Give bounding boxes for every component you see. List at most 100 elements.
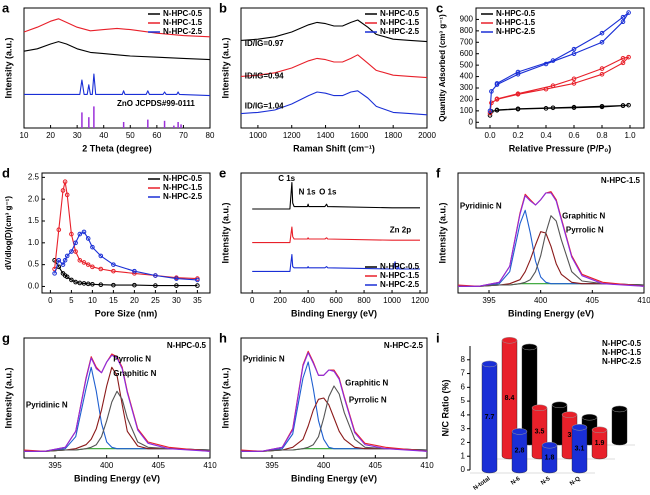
- bar: [611, 408, 628, 446]
- x-tick-label: 30: [172, 296, 181, 305]
- y-tick-label: 900: [460, 15, 474, 24]
- point: [494, 81, 500, 86]
- series-line: [240, 350, 428, 452]
- y-tick-label: 1.5: [28, 216, 40, 225]
- x-tick-label: 50: [126, 131, 135, 140]
- value-label: 3.5: [535, 429, 545, 436]
- point: [487, 110, 493, 116]
- panel-letter: g: [2, 330, 10, 345]
- legend-label: N-HPC-1.5: [496, 18, 536, 27]
- x-tick-label: N-5: [540, 476, 552, 487]
- x-tick-label: 400: [100, 461, 114, 470]
- point: [174, 276, 179, 281]
- point: [85, 236, 91, 241]
- x-tick-label: 0.0: [484, 131, 496, 140]
- x-tick-label: 0: [48, 296, 53, 305]
- x-tick-label: 405: [152, 461, 166, 470]
- y-tick-label: 5: [461, 396, 466, 405]
- x-tick-label: 0.8: [596, 131, 608, 140]
- bar-cap: [591, 426, 608, 434]
- point: [62, 257, 68, 263]
- point: [174, 283, 179, 288]
- plot-frame: [475, 7, 645, 129]
- bar: [481, 363, 498, 474]
- panel-letter: f: [436, 165, 441, 180]
- bar: [511, 431, 528, 474]
- point: [599, 30, 605, 36]
- point: [550, 105, 556, 111]
- legend-label: N-HPC-0.5: [380, 9, 420, 18]
- value-label: 1.9: [595, 440, 605, 447]
- x-tick-label: 0.2: [512, 131, 524, 140]
- legend-label: N-HPC-0.5: [380, 262, 420, 271]
- value-label: 3.1: [575, 445, 585, 452]
- legend-label: N-HPC-2.5: [163, 27, 203, 36]
- point: [56, 257, 62, 263]
- series-line: [23, 18, 211, 38]
- x-tick-label: 400: [301, 296, 315, 305]
- point: [543, 61, 549, 67]
- point: [543, 86, 549, 92]
- x-tick-label: 400: [317, 461, 331, 470]
- series-line: [489, 56, 630, 114]
- annotation: Pyrrolic N: [113, 355, 151, 364]
- x-tick-label: N-6: [510, 476, 522, 487]
- annotation: Pyridinic N: [26, 400, 68, 409]
- point: [69, 277, 74, 283]
- point: [81, 229, 87, 235]
- legend-label: N-HPC-1.5: [163, 18, 203, 27]
- y-tick-label: 0: [469, 117, 474, 126]
- point: [64, 192, 70, 198]
- panel-letter: i: [436, 330, 440, 345]
- y-tick-label: 7: [461, 369, 466, 378]
- bar-cap: [551, 401, 568, 409]
- annotation: ID/IG=0.94: [245, 72, 284, 81]
- x-tick-label: N-total: [473, 476, 492, 492]
- legend-label: N-HPC-1.5: [163, 183, 203, 192]
- series-line: [458, 192, 645, 287]
- y-axis-label: Intensity (a.u.): [220, 367, 230, 428]
- point: [626, 102, 631, 108]
- point: [81, 281, 87, 286]
- point: [81, 260, 87, 265]
- bar-cap: [521, 343, 538, 351]
- x-tick-label: 70: [179, 131, 188, 140]
- point: [153, 283, 158, 288]
- series-line: [24, 366, 211, 452]
- x-tick-label: 0.6: [568, 131, 580, 140]
- point: [626, 54, 631, 60]
- y-axis-label: Intensity (a.u.): [220, 37, 230, 98]
- value-label: 1.8: [545, 454, 555, 461]
- point: [626, 10, 631, 15]
- legend-label: N-HPC-0.5: [602, 339, 642, 348]
- point: [73, 279, 78, 285]
- point: [64, 253, 70, 259]
- y-tick-label: 600: [460, 49, 474, 58]
- y-tick-label: 400: [460, 72, 474, 81]
- x-tick-label: 10: [20, 131, 29, 140]
- point: [515, 71, 521, 77]
- series-line: [458, 215, 645, 287]
- value-label: 2.4: [615, 422, 625, 429]
- x-tick-label: 800: [357, 296, 371, 305]
- x-tick-label: 395: [482, 296, 496, 305]
- point: [550, 83, 556, 89]
- value-label: 3: [568, 432, 572, 439]
- x-tick-label: 1200: [283, 131, 301, 140]
- point: [571, 51, 577, 57]
- point: [98, 253, 104, 259]
- x-tick-label: 400: [534, 296, 548, 305]
- legend-label: N-HPC-2.5: [380, 27, 420, 36]
- point: [599, 66, 605, 71]
- plot-frame: [23, 337, 211, 459]
- point: [620, 55, 626, 61]
- x-tick-label: 395: [48, 461, 62, 470]
- point: [111, 282, 116, 288]
- point: [90, 264, 95, 270]
- legend-label: N-HPC-1.5: [602, 348, 642, 357]
- bar-cap: [531, 404, 548, 412]
- point: [620, 60, 626, 66]
- value-label: 1.8: [585, 426, 595, 433]
- point: [73, 240, 78, 246]
